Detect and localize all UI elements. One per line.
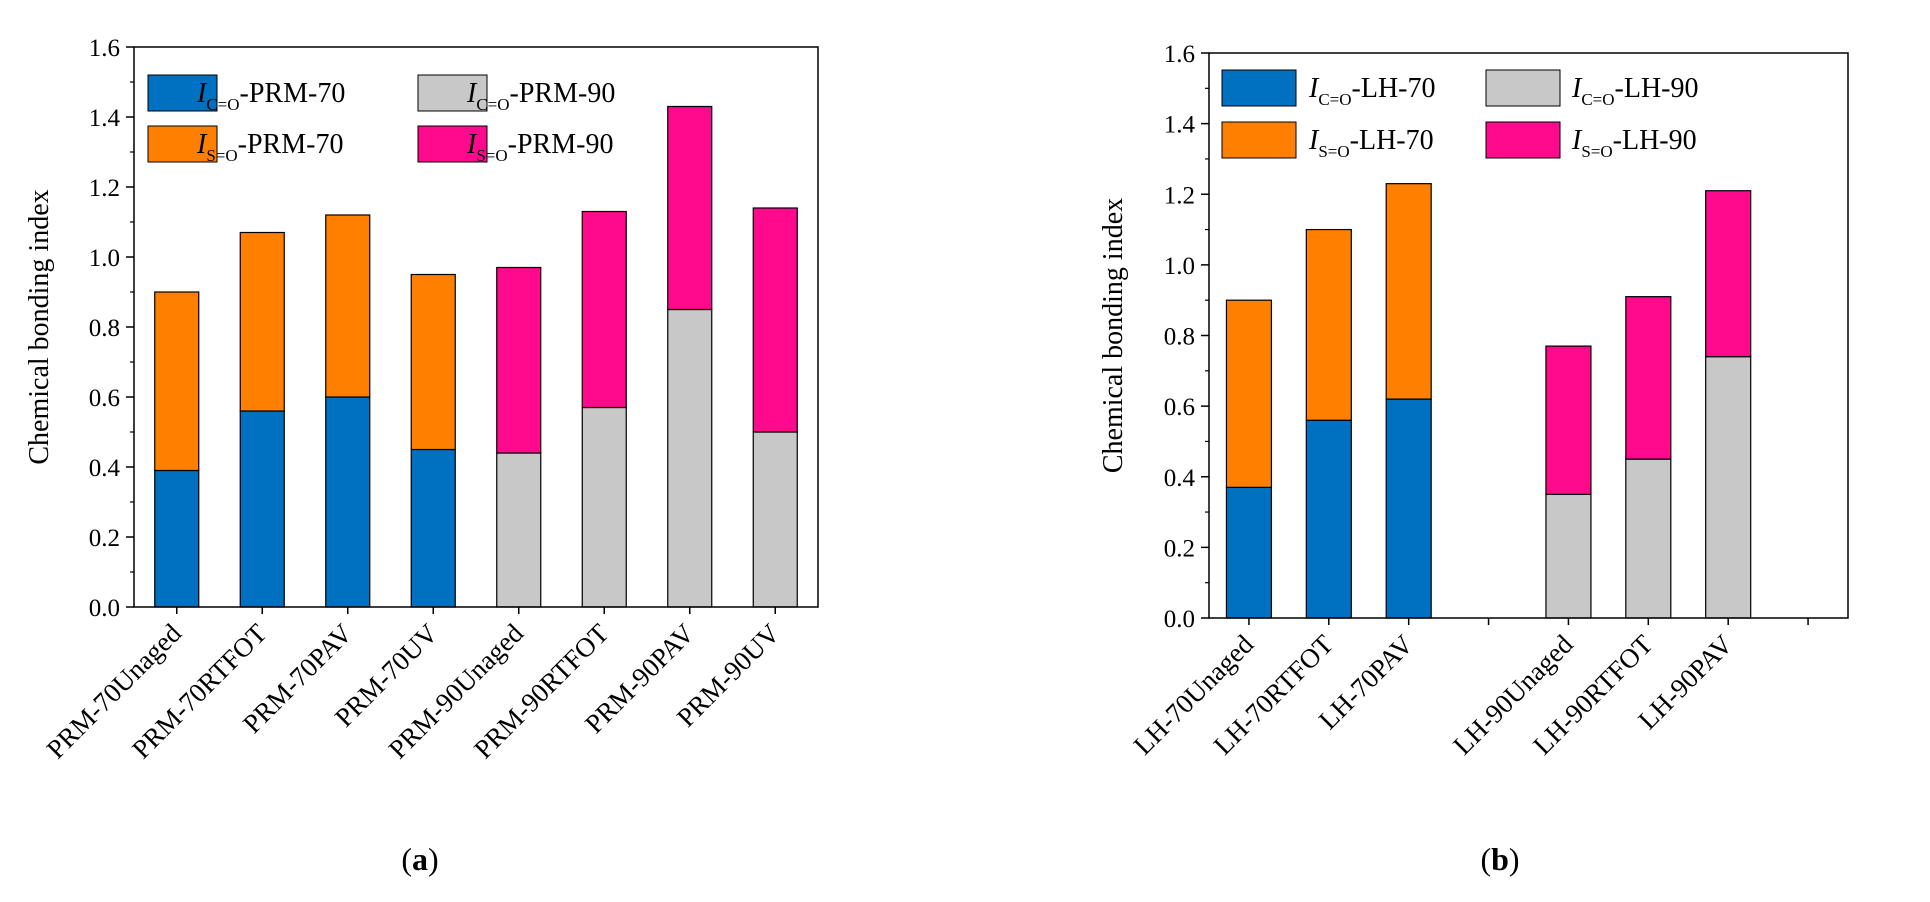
bar-segment	[1625, 458, 1672, 619]
legend-swatch	[147, 125, 218, 163]
y-tick-label: 0.4	[1164, 465, 1196, 492]
bar-segment	[1705, 190, 1752, 358]
legend-label: IS=O-PRM-90	[466, 129, 613, 165]
bar-segment	[496, 266, 542, 454]
bar-segment	[667, 308, 713, 608]
legend-label: IS=O-PRM-70	[196, 129, 343, 165]
legend-label: IC=O-LH-90	[1571, 73, 1699, 109]
legend: IC=O-LH-70 IC=O-LH-90 IS=O-LH-70 IS=O-LH-90	[1221, 69, 1699, 161]
bar-segment	[239, 231, 285, 412]
bars	[154, 105, 798, 608]
bar-segment	[325, 396, 371, 608]
legend-label: IC=O-PRM-90	[466, 78, 615, 114]
legend-swatch	[1485, 121, 1561, 159]
bar-segment	[1705, 356, 1752, 619]
bar-segment	[410, 448, 456, 608]
bars	[1225, 183, 1752, 619]
legend-swatch	[417, 125, 488, 163]
bar-segment	[325, 214, 371, 398]
legend-label: IC=O-PRM-70	[196, 78, 345, 114]
bar-segment	[581, 406, 627, 608]
y-tick-label: 1.6	[89, 35, 120, 62]
y-tick-label: 1.4	[1164, 112, 1196, 139]
legend: IC=O-PRM-70 IC=O-PRM-90 IS=O-PRM-70 IS=O-PR…	[147, 74, 615, 165]
bar-segment	[1225, 299, 1273, 488]
bar-segment	[154, 469, 200, 608]
y-tick-label: 0.2	[1164, 535, 1195, 562]
bar-segment	[667, 105, 713, 311]
y-tick-label: 1.2	[89, 175, 120, 202]
bar-segment	[1385, 183, 1432, 400]
bar-segment	[1305, 228, 1352, 421]
y-axis: 0.0 0.2 0.4 0.6 0.8 1.0 1.2 1.4 1.6	[89, 35, 134, 622]
bar-segment	[752, 431, 798, 608]
y-tick-label: 1.2	[1164, 182, 1195, 209]
legend-label: IS=O-LH-90	[1571, 125, 1697, 161]
y-tick-label: 0.8	[89, 315, 120, 342]
bar-segment	[752, 207, 798, 433]
bar-segment	[1385, 398, 1432, 619]
legend-swatch	[417, 74, 488, 112]
legend-label: IC=O-LH-70	[1308, 73, 1436, 109]
legend-swatch	[1485, 69, 1561, 107]
chart-panel-b: 0.0 0.2 0.4 0.6 0.8 1.0 1.2 1.4 1.6 Chemical bond…	[1098, 41, 1849, 877]
y-tick-label: 0.0	[89, 595, 120, 622]
y-tick-label: 0.0	[1164, 606, 1195, 633]
panel-label: (b)	[1480, 841, 1519, 877]
y-tick-label: 0.6	[89, 385, 120, 412]
legend-swatch	[147, 74, 218, 112]
legend-swatch	[1221, 121, 1297, 159]
legend-label: IS=O-LH-70	[1308, 125, 1434, 161]
y-tick-label: 1.4	[89, 105, 121, 132]
y-tick-label: 0.6	[1164, 394, 1195, 421]
panel-label: (a)	[401, 841, 438, 877]
y-tick-label: 0.4	[89, 455, 121, 482]
y-axis-label: Chemical bonding index	[24, 189, 55, 464]
legend-swatch	[1221, 69, 1297, 107]
y-axis-label: Chemical bonding index	[1098, 198, 1129, 473]
bar-segment	[239, 410, 285, 608]
y-axis: 0.0 0.2 0.4 0.6 0.8 1.0 1.2 1.4 1.6	[1164, 41, 1209, 633]
y-tick-label: 1.0	[1164, 253, 1195, 280]
chart-panel-a: 0.0 0.2 0.4 0.6 0.8 1.0 1.2 1.4 1.6 Chemical bond…	[24, 35, 819, 877]
bar-segment	[154, 291, 200, 472]
y-tick-label: 1.0	[89, 245, 120, 272]
bar-segment	[1225, 486, 1273, 619]
y-tick-label: 0.2	[89, 525, 120, 552]
y-tick-label: 0.8	[1164, 324, 1195, 351]
bar-segment	[410, 273, 456, 451]
bar-segment	[1305, 419, 1352, 619]
bar-segment	[1545, 493, 1592, 619]
bar-segment	[1545, 345, 1592, 495]
bar-segment	[581, 210, 627, 409]
bar-segment	[1625, 296, 1672, 460]
y-tick-label: 1.6	[1164, 41, 1195, 68]
bar-segment	[496, 452, 542, 608]
x-axis: PRM-70UnagedPRM-70RTFOTPRM-70PAVPRM-70UV…	[41, 607, 786, 764]
